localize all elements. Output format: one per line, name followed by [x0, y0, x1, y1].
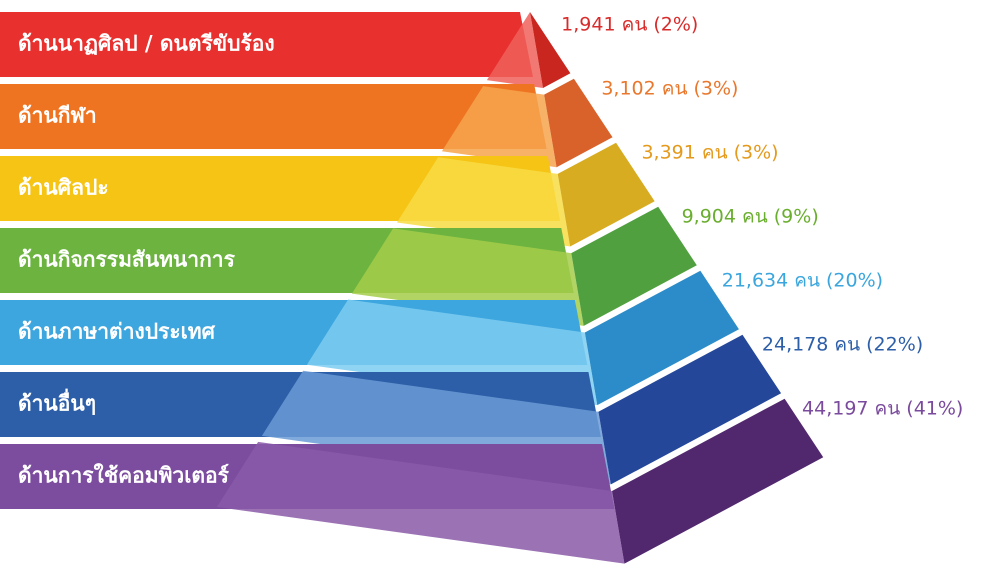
side-face — [584, 270, 739, 406]
side-face — [611, 398, 824, 564]
layer-value: 3,391 คน (3%) — [641, 142, 778, 164]
side-face — [544, 78, 613, 168]
banner — [0, 12, 534, 77]
banner — [0, 84, 547, 149]
layer-label: ด้านกีฬา — [18, 104, 97, 128]
side-face — [557, 142, 655, 247]
layer-label: ด้านกิจกรรมสันทนาการ — [18, 248, 236, 272]
front-face — [486, 12, 544, 88]
side-face — [598, 334, 782, 485]
front-face — [441, 86, 557, 168]
layer-value: 21,634 คน (20%) — [722, 270, 883, 292]
side-face — [571, 206, 697, 326]
layer-label: ด้านนาฏศิลป / ดนตรีขับร้อง — [18, 32, 275, 56]
layer-label: ด้านอื่นๆ — [18, 388, 96, 416]
layer-value: 44,197 คน (41%) — [802, 398, 963, 420]
layer-label: ด้านการใช้คอมพิวเตอร์ — [18, 463, 230, 488]
layer-value: 1,941 คน (2%) — [561, 14, 698, 36]
side-face — [530, 12, 571, 88]
layer-value: 24,178 คน (22%) — [762, 334, 923, 356]
layer-label: ด้านศิลปะ — [18, 176, 109, 200]
layer-value: 9,904 คน (9%) — [682, 206, 819, 228]
layer-value: 3,102 คน (3%) — [601, 78, 738, 100]
layer-label: ด้านภาษาต่างประเทศ — [18, 320, 216, 344]
front-face — [396, 157, 571, 247]
front-face — [216, 441, 625, 564]
